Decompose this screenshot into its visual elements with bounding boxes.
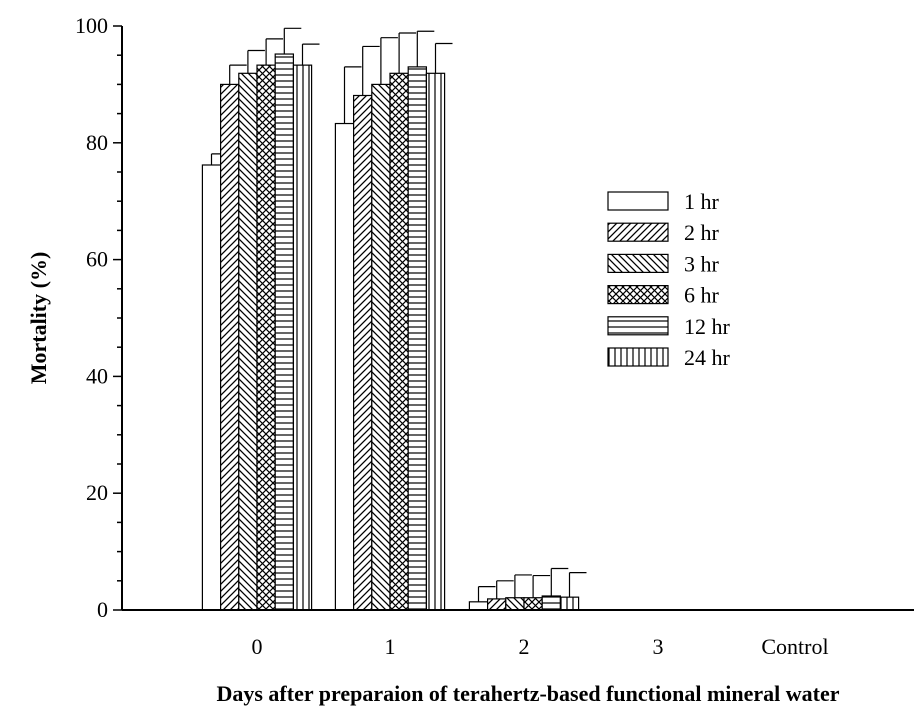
y-tick-label: 100	[75, 13, 108, 38]
legend-swatch	[607, 347, 669, 367]
bar	[274, 53, 295, 611]
bar	[256, 64, 276, 611]
legend-label: 24 hr	[684, 345, 731, 370]
legend-label: 3 hr	[684, 251, 720, 276]
bar	[541, 595, 562, 611]
bar	[238, 72, 258, 611]
legend-swatch	[607, 222, 669, 242]
legend-swatch	[607, 191, 669, 211]
x-tick-label: 2	[519, 634, 530, 659]
bar	[292, 64, 313, 611]
x-axis: 0 1 2 3 Control	[122, 609, 914, 659]
bar	[371, 83, 391, 611]
bar	[425, 72, 446, 611]
y-axis: 0 20 40 60 80 100	[75, 13, 123, 622]
x-axis-title: Days after preparaion of terahertz-based…	[216, 681, 839, 706]
error-bars	[210, 27, 587, 602]
legend-swatch	[607, 285, 669, 305]
bars	[201, 53, 580, 611]
legend-label: 6 hr	[684, 283, 720, 308]
bar	[220, 83, 240, 611]
bar	[487, 598, 507, 611]
legend-label: 1 hr	[684, 189, 720, 214]
legend-label: 2 hr	[684, 220, 720, 245]
bar	[389, 72, 409, 611]
x-tick-label: 3	[653, 634, 664, 659]
bar	[523, 597, 543, 611]
y-tick-label: 0	[97, 597, 108, 622]
x-tick-label: Control	[761, 634, 828, 659]
x-tick-labels: 0 1 2 3 Control	[252, 634, 829, 659]
y-ticks: 0 20 40 60 80 100	[75, 13, 122, 622]
bar	[505, 597, 525, 611]
legend: 1 hr 2 hr 3 hr 6 hr 12 hr 24 hr	[607, 189, 731, 370]
bar	[407, 66, 428, 611]
y-tick-label: 40	[86, 363, 108, 388]
x-tick-label: 1	[385, 634, 396, 659]
y-axis-title: Mortality (%)	[26, 252, 51, 385]
bar	[353, 94, 373, 611]
legend-swatch	[607, 253, 669, 273]
legend-swatch	[607, 316, 669, 336]
x-tick-label: 0	[252, 634, 263, 659]
bar	[559, 596, 580, 611]
bar	[334, 122, 355, 611]
bar	[201, 164, 222, 611]
bar	[468, 601, 489, 611]
legend-label: 12 hr	[684, 314, 731, 339]
y-tick-label: 80	[86, 130, 108, 155]
y-tick-label: 20	[86, 480, 108, 505]
y-tick-label: 60	[86, 247, 108, 272]
